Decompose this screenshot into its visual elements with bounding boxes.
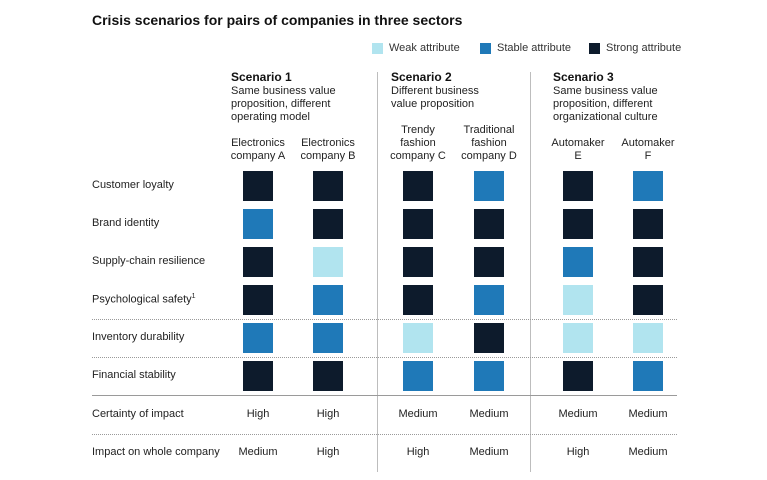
impact-value: High [566,446,590,458]
attribute-cell-strong [563,209,593,239]
attribute-cell-strong [403,209,433,239]
impact-value: High [406,446,430,458]
attribute-cell-strong [633,285,663,315]
attribute-cell-stable [243,323,273,353]
company-header: Traditional fashion company D [461,124,517,162]
attribute-cell-strong [243,361,273,391]
legend-item-strong: Strong attribute [589,42,681,54]
attribute-cell-strong [243,247,273,277]
legend-label-stable: Stable attribute [497,42,571,54]
attribute-cell-weak [563,323,593,353]
attribute-cell-strong [403,247,433,277]
legend-label-strong: Strong attribute [606,42,682,54]
attribute-cell-strong [563,361,593,391]
attribute-label-text: Customer loyalty [92,179,174,191]
impact-row-label: Impact on whole company [92,446,220,458]
attribute-cell-strong [313,171,343,201]
attribute-cell-strong [563,171,593,201]
impact-value: Medium [469,408,509,420]
scenario-title: Scenario 3 [553,70,614,84]
attribute-cell-stable [243,209,273,239]
legend-swatch-weak [372,42,383,54]
attribute-cell-strong [403,285,433,315]
attribute-cell-weak [633,323,663,353]
impact-value: Medium [238,446,278,458]
impact-value: Medium [469,446,509,458]
company-header: Automaker E [551,137,605,162]
attribute-cell-stable [633,171,663,201]
scenario-description: Different business value proposition [391,85,479,110]
footnote-marker: 1 [191,293,196,300]
attribute-cell-strong [243,171,273,201]
attribute-label-text: Financial stability [92,369,176,381]
attribute-cell-strong [633,209,663,239]
row-divider [92,434,677,435]
scenario-divider [377,72,378,472]
impact-value: High [246,408,270,420]
legend-item-weak: Weak attribute [372,42,460,54]
legend-swatch-stable [480,42,491,54]
attribute-cell-stable [313,285,343,315]
scenario-title: Scenario 2 [391,70,452,84]
impact-value: Medium [398,408,438,420]
attribute-cell-strong [403,171,433,201]
scenario-description: Same business value proposition, differe… [553,85,658,123]
attribute-cell-strong [243,285,273,315]
attribute-cell-weak [563,285,593,315]
attribute-label: Supply-chain resilience [92,255,205,267]
scenario-description: Same business value proposition, differe… [231,85,336,123]
company-header: Electronics company B [300,137,356,162]
attribute-cell-weak [403,323,433,353]
attribute-cell-strong [474,323,504,353]
attribute-cell-stable [474,285,504,315]
attribute-label-text: Inventory durability [92,331,185,343]
attribute-label-text: Psychological safety [92,293,192,306]
attribute-label: Financial stability [92,369,176,381]
row-divider [92,319,677,320]
impact-value: Medium [558,408,598,420]
attribute-cell-strong [474,209,504,239]
attribute-cell-stable [313,323,343,353]
scenario-divider [530,72,531,472]
attribute-cell-weak [313,247,343,277]
attribute-cell-stable [403,361,433,391]
legend-item-stable: Stable attribute [480,42,571,54]
attribute-cell-stable [474,361,504,391]
attribute-label-text: Supply-chain resilience [92,255,206,267]
impact-value: High [316,408,340,420]
impact-value: Medium [628,446,668,458]
scenario-title: Scenario 1 [231,70,292,84]
company-header: Electronics company A [230,137,286,162]
attribute-label: Brand identity [92,217,159,229]
legend-swatch-strong [589,42,600,54]
company-header: Trendy fashion company C [390,124,446,162]
attribute-cell-strong [313,361,343,391]
attribute-cell-stable [633,361,663,391]
attribute-cell-stable [563,247,593,277]
attribute-label: Psychological safety1 [92,293,196,306]
impact-row-label: Certainty of impact [92,408,184,420]
attribute-cell-strong [633,247,663,277]
chart-title: Crisis scenarios for pairs of companies … [92,12,463,28]
impact-value: Medium [628,408,668,420]
attribute-cell-strong [313,209,343,239]
section-divider [92,395,677,396]
attribute-label-text: Brand identity [92,217,160,229]
attribute-cell-strong [474,247,504,277]
attribute-label: Inventory durability [92,331,184,343]
impact-value: High [316,446,340,458]
legend-label-weak: Weak attribute [389,42,460,54]
attribute-cell-stable [474,171,504,201]
company-header: Automaker F [621,137,675,162]
attribute-label: Customer loyalty [92,179,174,191]
row-divider [92,357,677,358]
